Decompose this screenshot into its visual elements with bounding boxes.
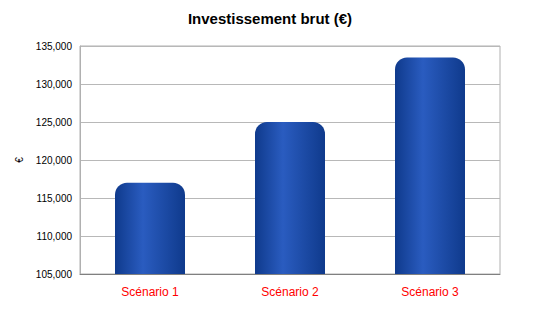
svg-text:Scénario 2: Scénario 2 <box>261 285 319 299</box>
svg-text:115,000: 115,000 <box>37 193 73 204</box>
svg-text:Investissement brut (€): Investissement brut (€) <box>188 10 352 27</box>
svg-text:120,000: 120,000 <box>36 155 73 166</box>
svg-text:125,000: 125,000 <box>36 117 73 128</box>
svg-text:105,000: 105,000 <box>36 269 73 280</box>
svg-text:135,000: 135,000 <box>36 41 73 52</box>
svg-text:110,000: 110,000 <box>37 231 73 242</box>
svg-text:Scénario 3: Scénario 3 <box>401 285 459 299</box>
svg-text:€: € <box>14 157 25 163</box>
svg-text:130,000: 130,000 <box>36 79 73 90</box>
svg-text:Scénario 1: Scénario 1 <box>121 285 179 299</box>
